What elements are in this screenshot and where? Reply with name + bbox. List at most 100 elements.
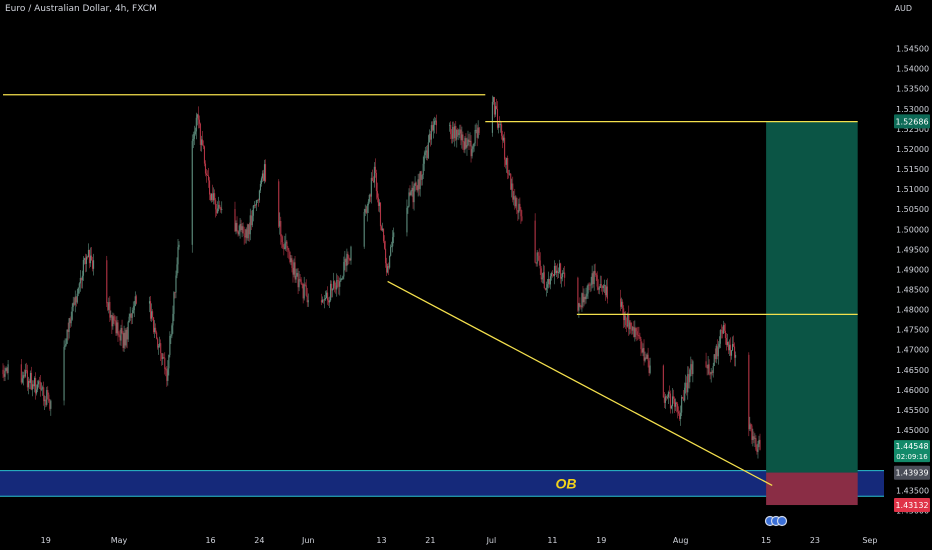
candle-body-393 [561, 277, 563, 279]
candle-body-444 [637, 334, 639, 336]
candle-body-391 [559, 263, 561, 273]
candle-body-30 [45, 399, 47, 405]
candle-body-278 [407, 206, 409, 208]
candle-body-182 [260, 178, 262, 184]
candle-body-402 [582, 293, 584, 303]
candle-body-104 [157, 338, 159, 348]
x-tick-label-4: Jun [301, 536, 315, 545]
candle-body-396 [564, 272, 566, 278]
ob-price-label: 1.43939 [895, 469, 928, 478]
y-tick-label-2: 1.53500 [896, 85, 929, 94]
y-tick-label-16: 1.46500 [896, 366, 929, 375]
candle-body-139 [204, 163, 207, 174]
candle-body-445 [638, 335, 640, 337]
candle-body-436 [629, 322, 631, 330]
candle-body-91 [131, 313, 133, 318]
candle-body-106 [159, 343, 161, 347]
candle-body-470 [676, 402, 678, 405]
y-tick-label-9: 1.50000 [896, 225, 929, 234]
candle-body-416 [596, 275, 598, 287]
candle-body-163 [241, 226, 243, 231]
candle-body-232 [336, 279, 338, 290]
candle-body-99 [152, 311, 154, 318]
candle-body-383 [550, 273, 552, 277]
candle-body-283 [412, 187, 414, 203]
candle-body-318 [460, 129, 462, 141]
candle-body-266 [382, 228, 385, 242]
candle-body-346 [501, 124, 503, 136]
candle-body-75 [115, 320, 117, 334]
candle-body-290 [419, 171, 421, 190]
candle-body-113 [166, 370, 168, 381]
candle-body-472 [678, 411, 680, 414]
candle-body-520 [751, 425, 753, 440]
candle-body-379 [546, 284, 548, 288]
candle-body-133 [198, 119, 200, 124]
candle-body-438 [631, 325, 633, 331]
candle-body-167 [245, 229, 247, 238]
candle-body-478 [684, 387, 686, 401]
candle-body-229 [333, 281, 335, 289]
x-tick-label-6: 21 [425, 536, 435, 545]
candle-body-446 [639, 336, 641, 339]
candle-body-280 [409, 192, 411, 196]
candle-body-179 [257, 199, 259, 201]
candle-body-215 [306, 295, 308, 303]
y-tick-label-10: 1.49500 [896, 245, 929, 254]
candle-body-461 [666, 397, 668, 399]
candle-body-170 [248, 224, 250, 235]
stop-price-label: 1.43132 [895, 501, 928, 510]
candle-body-152 [218, 204, 220, 209]
candle-body-130 [195, 117, 197, 132]
candle-body-276 [393, 232, 395, 238]
candle-body-164 [242, 226, 244, 234]
candle-body-321 [463, 141, 465, 150]
candle-body-279 [408, 192, 410, 207]
candle-body-256 [372, 180, 374, 183]
candle-body-272 [389, 255, 391, 268]
candle-body-208 [299, 279, 301, 281]
candle-body-361 [516, 198, 518, 211]
candle-body-453 [646, 354, 648, 359]
candle-body-366 [521, 216, 523, 221]
candle-body-511 [729, 344, 732, 356]
candle-body-479 [685, 382, 687, 388]
candle-body-253 [369, 195, 371, 197]
candle-body-287 [416, 185, 418, 191]
candle-body-499 [717, 347, 719, 357]
candle-body-423 [603, 285, 605, 286]
candle-body-295 [424, 152, 426, 156]
candle-body-489 [707, 364, 709, 369]
candle-body-317 [459, 129, 461, 134]
stop-price-label-bg [894, 498, 930, 513]
candle-body-386 [553, 265, 556, 276]
candle-body-250 [366, 205, 368, 213]
candle-body-154 [220, 207, 222, 210]
candle-body-448 [641, 349, 643, 353]
candle-body-249 [365, 209, 367, 213]
candle-body-353 [508, 173, 510, 175]
candle-body-236 [340, 278, 342, 282]
candle-body-6 [20, 364, 22, 383]
candle-body-413 [593, 270, 595, 284]
bar-countdown-label: 02:09:16 [896, 453, 928, 461]
candle-body-219 [322, 299, 325, 301]
candle-body-363 [518, 203, 520, 213]
profit-zone [766, 121, 858, 473]
candle-body-392 [560, 263, 562, 279]
candle-body-131 [196, 114, 198, 118]
candle-body-127 [192, 138, 194, 141]
candle-body-7 [21, 378, 23, 383]
candle-body-504 [722, 325, 724, 334]
candle-body-376 [543, 272, 545, 289]
candle-body-255 [371, 177, 373, 181]
candle-body-471 [677, 404, 679, 412]
candle-body-196 [287, 247, 289, 250]
candle-body-262 [378, 202, 381, 206]
candle-body-218 [321, 299, 324, 303]
candle-body-1 [3, 374, 5, 377]
candle-body-459 [664, 396, 666, 403]
candle-body-25 [40, 382, 42, 390]
candle-body-191 [282, 242, 284, 248]
